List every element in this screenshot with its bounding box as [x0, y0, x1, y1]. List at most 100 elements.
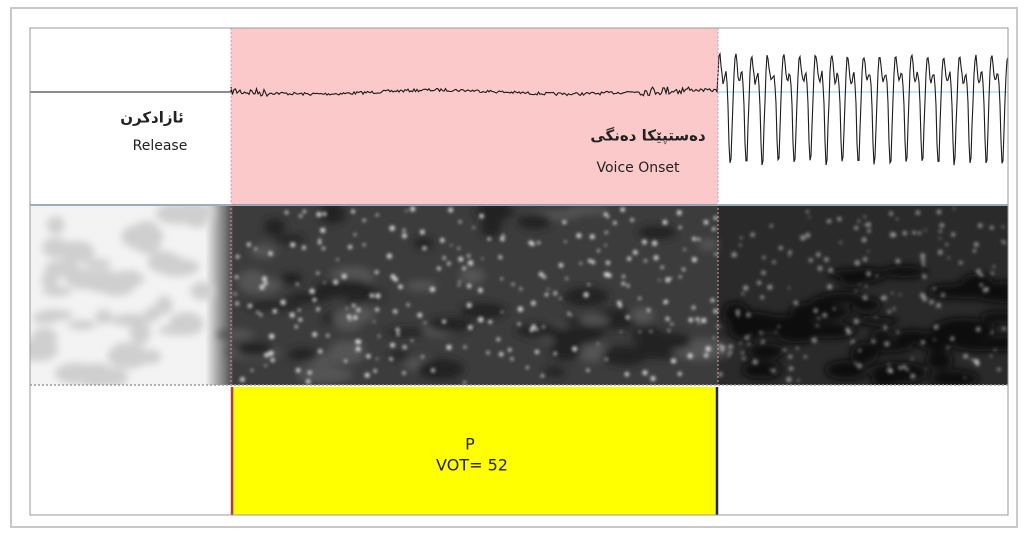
- dot: [351, 209, 355, 214]
- dot: [863, 223, 867, 226]
- dot: [1004, 242, 1007, 245]
- dot: [896, 330, 900, 334]
- dot: [477, 287, 483, 293]
- dot: [406, 303, 410, 307]
- dot: [646, 308, 651, 313]
- blob: [41, 286, 72, 297]
- vot-label: VOT= 52: [436, 456, 508, 475]
- dot: [899, 293, 902, 296]
- dot: [917, 231, 922, 235]
- dot: [747, 342, 751, 346]
- dot: [795, 346, 799, 350]
- dot: [938, 229, 943, 233]
- blob: [46, 216, 65, 235]
- blob: [987, 281, 1008, 304]
- dot: [884, 341, 890, 347]
- dot: [887, 363, 891, 366]
- blob: [981, 312, 1008, 324]
- dot: [498, 255, 503, 260]
- dot: [979, 283, 984, 287]
- onset-label-ku: دەستپێکا دەنگی: [590, 127, 706, 146]
- dot: [728, 344, 734, 350]
- dot: [986, 287, 989, 291]
- dot: [488, 319, 493, 324]
- dot: [234, 275, 239, 279]
- release-label-ku: ئازادکرن: [120, 109, 184, 127]
- dot: [537, 241, 541, 245]
- dot: [996, 367, 1001, 372]
- dot: [761, 270, 766, 276]
- dot: [742, 285, 749, 291]
- dot: [519, 287, 523, 291]
- dot: [348, 318, 352, 322]
- blob: [171, 206, 214, 223]
- blob: [747, 343, 785, 360]
- release-label-en: Release: [133, 138, 188, 154]
- dot: [850, 341, 853, 344]
- dot: [423, 321, 427, 324]
- dot: [760, 339, 766, 344]
- dot: [854, 290, 858, 293]
- dot: [591, 260, 596, 265]
- dot: [587, 258, 592, 263]
- dot: [979, 272, 984, 277]
- dot: [670, 322, 674, 326]
- dot: [396, 332, 400, 336]
- dot: [817, 316, 821, 320]
- blob: [930, 369, 979, 385]
- dot: [933, 324, 939, 330]
- dot: [510, 357, 514, 361]
- dot: [250, 368, 254, 372]
- dot: [364, 372, 370, 378]
- blob: [32, 311, 61, 325]
- dot: [662, 219, 668, 225]
- dot: [778, 245, 783, 251]
- dot: [867, 229, 871, 233]
- dot: [921, 258, 926, 263]
- dot: [691, 257, 698, 263]
- dot: [547, 288, 550, 290]
- blob: [297, 366, 353, 384]
- dot: [713, 309, 718, 314]
- dot: [405, 209, 408, 212]
- dot: [805, 210, 810, 214]
- dot: [889, 231, 896, 238]
- dot: [731, 251, 737, 258]
- dot: [402, 371, 406, 375]
- dot: [711, 227, 716, 231]
- dot: [1002, 326, 1006, 331]
- dot: [312, 332, 318, 337]
- dot: [264, 364, 267, 367]
- dot: [586, 368, 590, 372]
- dot: [317, 240, 322, 245]
- dot: [973, 358, 979, 364]
- dot: [605, 260, 611, 265]
- dot: [632, 250, 638, 255]
- dot: [958, 260, 963, 265]
- dot: [429, 286, 436, 292]
- dot: [256, 311, 260, 314]
- dot: [891, 292, 894, 295]
- spectro-texture: [30, 206, 1008, 385]
- dot: [912, 230, 916, 235]
- dot: [718, 372, 723, 377]
- dot: [389, 225, 396, 231]
- dot: [289, 312, 295, 318]
- blob: [107, 343, 149, 369]
- dot: [865, 222, 872, 228]
- phoneme-label: P: [465, 435, 475, 454]
- dot: [945, 243, 949, 246]
- dot: [517, 322, 521, 326]
- dot: [604, 244, 607, 247]
- dot: [677, 371, 682, 376]
- dot: [570, 314, 573, 317]
- blob: [951, 338, 977, 349]
- dot: [467, 325, 473, 330]
- dot: [630, 218, 634, 222]
- dot: [800, 235, 806, 241]
- blob: [190, 281, 215, 301]
- dot: [837, 216, 842, 222]
- dot: [772, 260, 776, 264]
- dot: [921, 263, 926, 267]
